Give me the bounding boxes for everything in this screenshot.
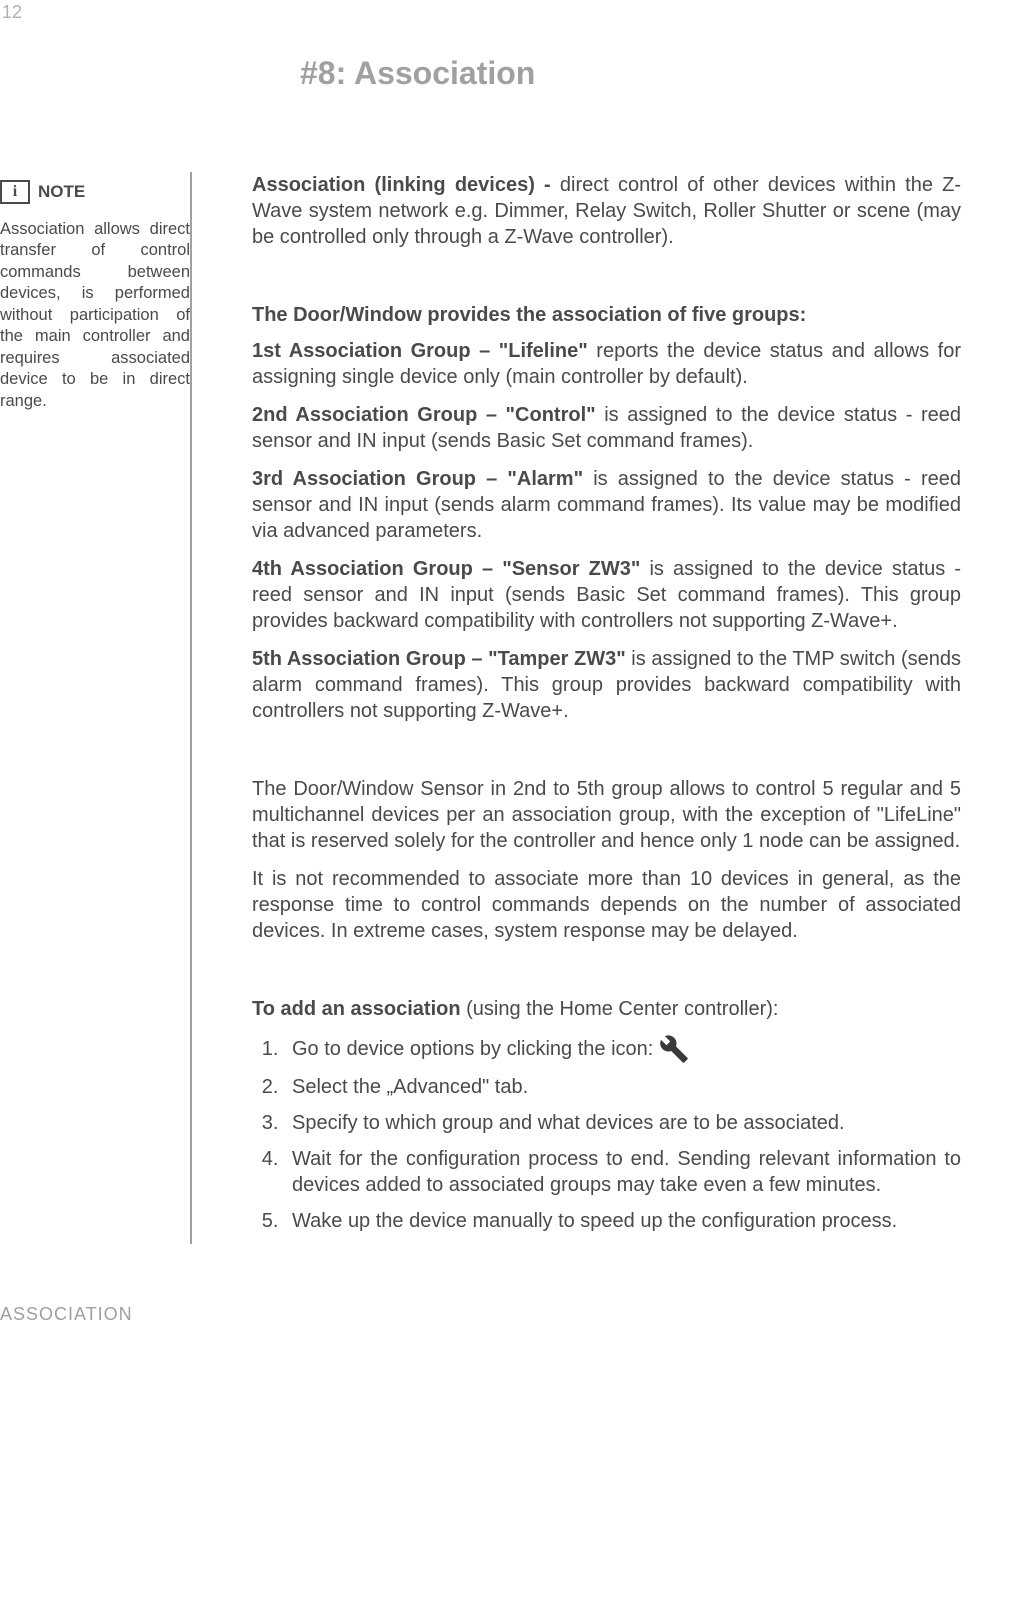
group2-paragraph: 2nd Association Group – "Control" is ass… (252, 402, 961, 454)
step-4: Wait for the configuration process to en… (284, 1146, 961, 1198)
step-1: Go to device options by clicking the ico… (284, 1034, 961, 1064)
footer-label: ASSOCIATION (0, 1304, 961, 1325)
note-sidebar: i NOTE Association allows di­rect transf… (0, 172, 190, 412)
steps-list: Go to device options by clicking the ico… (252, 1034, 961, 1234)
group4-lead: 4th Association Group – "Sensor ZW3" (252, 558, 649, 580)
intro-lead: Association (linking devices) - (252, 174, 560, 196)
group3-paragraph: 3rd Association Group – "Alarm" is assig… (252, 466, 961, 544)
addassoc-rest: (using the Home Center controller): (466, 998, 778, 1020)
wrench-icon (659, 1034, 689, 1064)
step-1-text: Go to device options by clicking the ico… (292, 1036, 653, 1062)
section-title: #8: Association (300, 55, 961, 92)
note-body: Association allows di­rect transfer of c… (0, 219, 190, 412)
vertical-divider (190, 172, 192, 1244)
step-3: Specify to which group and what devices … (284, 1110, 961, 1136)
group1-lead: 1st Association Group – "Lifeline" (252, 340, 596, 362)
step-5: Wake up the device manually to speed up … (284, 1208, 961, 1234)
addassoc-heading: To add an association (using the Home Ce… (252, 996, 961, 1022)
group3-lead: 3rd Association Group – "Alarm" (252, 468, 593, 490)
group2-lead: 2nd Association Group – "Control" (252, 404, 604, 426)
note-header: i NOTE (0, 180, 190, 204)
notes-p1: The Door/Window Sensor in 2nd to 5th gro… (252, 776, 961, 854)
intro-paragraph: Association (linking devices) - direct c… (252, 172, 961, 250)
group5-paragraph: 5th Association Group – "Tamper ZW3" is … (252, 646, 961, 724)
page-number: 12 (2, 2, 22, 23)
group5-lead: 5th Association Group – "Tamper ZW3" (252, 648, 631, 670)
group4-paragraph: 4th Association Group – "Sensor ZW3" is … (252, 556, 961, 634)
note-label: NOTE (38, 182, 85, 202)
groups-heading: The Door/Window provides the association… (252, 302, 961, 328)
info-icon: i (0, 180, 30, 204)
group1-paragraph: 1st Association Group – "Lifeline" repor… (252, 338, 961, 390)
step-2: Select the „Advanced" tab. (284, 1074, 961, 1100)
main-content: Association (linking devices) - direct c… (252, 172, 961, 1244)
notes-p2: It is not recommended to associate more … (252, 866, 961, 944)
addassoc-lead: To add an association (252, 998, 466, 1020)
